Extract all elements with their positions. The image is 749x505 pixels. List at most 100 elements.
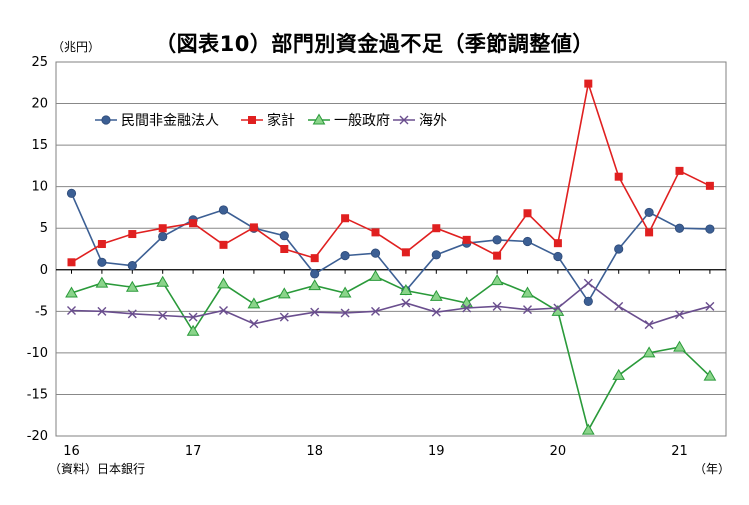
data-point (186, 324, 200, 336)
x-tick-label: 20 (550, 444, 567, 459)
data-point (521, 286, 534, 298)
data-point (369, 269, 382, 281)
data-point (583, 278, 593, 288)
chart-title: （図表10）部門別資金過不足（季節調整値） (155, 32, 594, 56)
y-tick-label: 15 (31, 138, 48, 153)
data-point (675, 310, 684, 320)
data-point (97, 306, 107, 316)
data-point (66, 188, 77, 198)
legend-item-0: 民間非金融法人 (95, 113, 219, 129)
legend-item-2: 一般政府 (308, 113, 390, 129)
data-point (581, 423, 595, 435)
data-point (399, 284, 413, 296)
data-point (97, 240, 106, 249)
y-axis-unit: （兆円） (52, 40, 101, 54)
data-point (310, 307, 320, 317)
legend-item-3: 海外 (393, 113, 447, 129)
data-point (705, 181, 714, 190)
data-point (432, 224, 441, 233)
data-point (279, 231, 289, 241)
data-point (249, 319, 259, 329)
data-point (399, 115, 409, 125)
data-point (703, 369, 717, 381)
data-point (431, 250, 441, 260)
x-tick-label: 17 (185, 444, 202, 459)
data-point (429, 289, 443, 301)
data-point (95, 276, 109, 288)
series-0 (66, 188, 715, 306)
data-point (158, 224, 167, 233)
x-tick-label: 16 (63, 444, 80, 459)
y-tick-label: -10 (27, 346, 48, 361)
data-point (219, 306, 228, 315)
x-tick-label: 18 (306, 444, 323, 459)
data-point (279, 312, 289, 322)
data-point (189, 219, 198, 228)
x-tick-label: 21 (671, 444, 688, 459)
data-point (247, 297, 261, 309)
data-point (705, 301, 715, 311)
source-note: （資料）日本銀行 (49, 462, 146, 476)
data-point (492, 235, 502, 245)
data-point (492, 301, 502, 311)
series-line (71, 83, 711, 263)
data-point (67, 306, 76, 315)
data-point (128, 230, 137, 239)
axis-layer: 25 20 15 10 5 0 -5 -10 -15 -20 16 17 18 19 20 21 (27, 55, 711, 459)
y-tick-label: 20 (31, 97, 48, 112)
grid-layer (56, 103, 726, 395)
x-axis-unit: （年） (694, 462, 731, 476)
data-point (158, 231, 168, 242)
legend-label: 民間非金融法人 (121, 113, 219, 129)
data-point (248, 116, 256, 124)
data-point (219, 240, 228, 249)
data-point (371, 228, 380, 237)
data-point (553, 239, 562, 248)
series-2 (65, 269, 717, 435)
series-1 (67, 79, 714, 267)
x-tick-label: 19 (428, 444, 445, 459)
data-point (674, 223, 685, 233)
y-tick-label: -5 (35, 304, 48, 319)
data-point (188, 312, 198, 322)
data-point (705, 224, 715, 234)
data-point (310, 254, 319, 263)
data-point (277, 287, 291, 299)
data-point (584, 79, 593, 88)
data-point (312, 113, 326, 125)
data-point (280, 245, 289, 253)
data-point (127, 261, 137, 271)
data-point (583, 296, 593, 306)
data-point (490, 274, 504, 286)
data-point (67, 258, 76, 267)
series-line (71, 282, 711, 326)
data-point (97, 257, 107, 267)
data-point (523, 209, 532, 218)
data-point (156, 275, 170, 287)
data-point (341, 214, 350, 223)
series-line (71, 275, 711, 433)
data-point (127, 309, 137, 319)
data-point (645, 228, 654, 237)
legend-item-1: 家計 (241, 112, 295, 129)
data-point (614, 172, 623, 181)
data-point (553, 251, 563, 262)
data-point (642, 346, 656, 358)
y-tick-label: 10 (31, 180, 48, 195)
data-point (493, 251, 502, 260)
data-point (462, 303, 472, 313)
data-point (340, 251, 350, 261)
data-point (340, 308, 350, 318)
data-point (308, 279, 322, 291)
data-point (553, 303, 563, 313)
data-point (249, 223, 258, 232)
data-point (523, 305, 532, 315)
legend-label: 一般政府 (334, 113, 390, 129)
data-point (614, 301, 624, 311)
data-point (675, 166, 684, 175)
series-line (70, 192, 710, 303)
series-3 (67, 278, 715, 330)
data-point (612, 368, 626, 380)
data-point (310, 269, 320, 279)
